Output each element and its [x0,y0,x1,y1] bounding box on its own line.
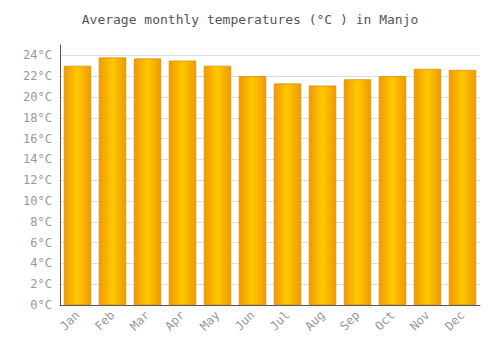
svg-text:2°C: 2°C [30,277,52,291]
svg-text:20°C: 20°C [23,90,52,104]
svg-text:Apr: Apr [162,308,187,333]
svg-text:Average monthly temperatures (: Average monthly temperatures (°C ) in Ma… [82,12,419,27]
svg-text:May: May [197,308,222,333]
svg-text:24°C: 24°C [23,48,52,62]
svg-text:Oct: Oct [372,308,397,333]
svg-text:Dec: Dec [442,308,467,333]
svg-text:16°C: 16°C [23,132,52,146]
svg-text:Jan: Jan [57,308,82,333]
svg-text:Mar: Mar [127,308,152,333]
svg-text:14°C: 14°C [23,152,52,166]
svg-text:6°C: 6°C [30,236,52,250]
svg-text:Sep: Sep [337,308,362,333]
svg-text:8°C: 8°C [30,215,52,229]
svg-text:Jun: Jun [232,308,257,333]
svg-text:Jul: Jul [267,308,292,333]
svg-text:Nov: Nov [407,308,432,333]
svg-text:12°C: 12°C [23,173,52,187]
svg-text:18°C: 18°C [23,111,52,125]
svg-text:22°C: 22°C [23,69,52,83]
svg-text:10°C: 10°C [23,194,52,208]
svg-text:4°C: 4°C [30,256,52,270]
svg-text:Aug: Aug [302,308,327,333]
svg-text:Feb: Feb [92,308,117,333]
svg-text:0°C: 0°C [30,298,52,312]
